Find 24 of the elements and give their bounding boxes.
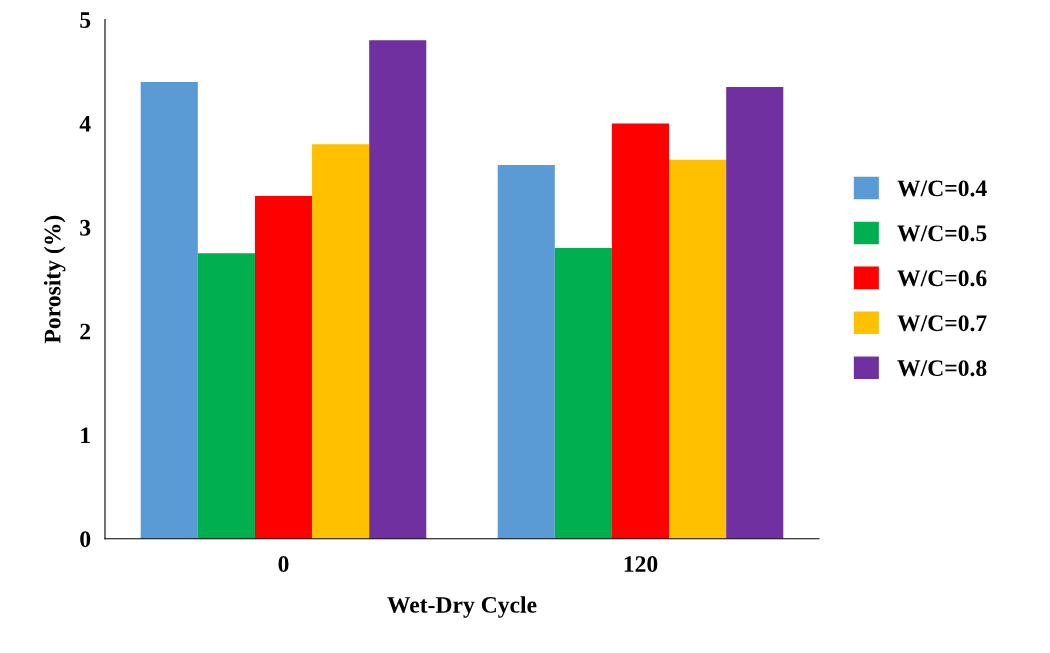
legend-label: W/C=0.5 [897, 225, 987, 242]
bar [197, 253, 255, 539]
y-tick-label: 5 [80, 12, 91, 29]
x-axis-title: Wet-Dry Cycle [387, 596, 537, 618]
bar [669, 159, 727, 539]
legend-label: W/C=0.6 [897, 270, 987, 287]
x-tick-label: 120 [624, 556, 658, 573]
bar [254, 196, 313, 539]
bar [726, 87, 784, 539]
bar [312, 144, 370, 539]
legend-label: W/C=0.4 [897, 180, 987, 197]
y-tick-label: 1 [81, 427, 90, 444]
legend-label: W/C=0.8 [897, 360, 987, 377]
bar [497, 164, 555, 539]
y-tick-label: 4 [79, 116, 91, 132]
bar [554, 248, 612, 539]
bar [611, 123, 670, 539]
bar [140, 81, 198, 539]
y-tick-label: 0 [80, 531, 91, 548]
legend-label: W/C=0.7 [897, 315, 987, 332]
y-tick-label: 3 [80, 219, 91, 236]
bar [369, 40, 427, 539]
y-tick-label: 2 [80, 323, 91, 340]
y-axis-title: Porosity (%) [43, 215, 66, 344]
